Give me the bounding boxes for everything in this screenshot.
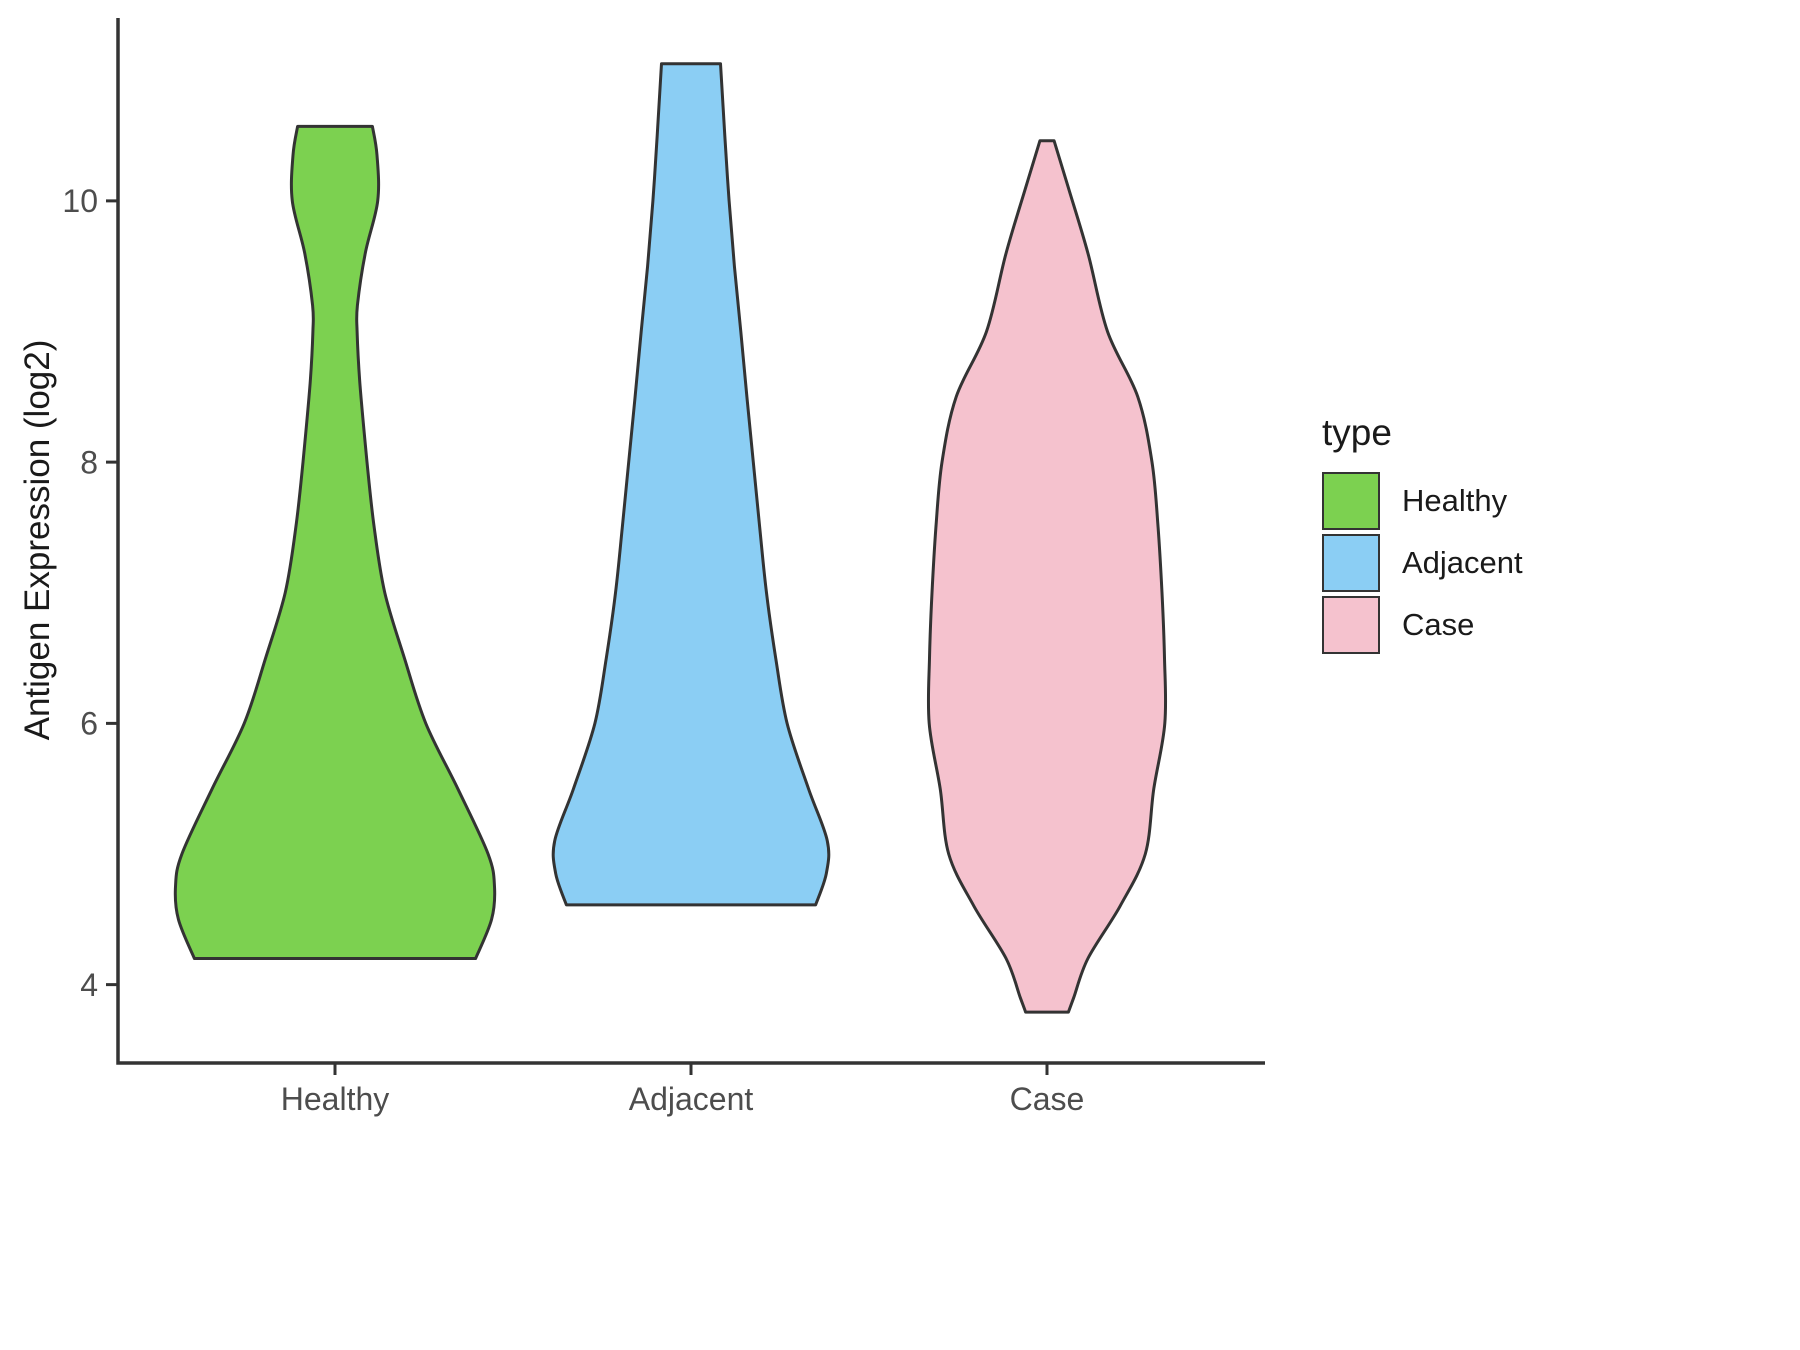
y-tick-label: 8 [80, 444, 98, 480]
legend-item-case: Case [1322, 596, 1523, 654]
legend-swatch-healthy [1322, 472, 1380, 530]
legend-swatch-adjacent [1322, 534, 1380, 592]
axis-lines [116, 18, 1265, 1065]
legend-items: Healthy Adjacent Case [1322, 472, 1523, 654]
y-tick-label: 6 [80, 706, 98, 742]
legend-item-adjacent: Adjacent [1322, 534, 1523, 592]
legend-title: type [1322, 412, 1392, 453]
x-tick-label: Case [1010, 1081, 1085, 1117]
legend-label: Adjacent [1402, 545, 1523, 580]
violin-healthy [173, 124, 497, 960]
x-tick-label: Adjacent [629, 1081, 754, 1117]
violin-case [926, 139, 1168, 1014]
y-tick-label: 10 [62, 183, 98, 219]
violin-adjacent [551, 62, 831, 907]
legend: type Healthy Adjacent Case [1322, 412, 1523, 658]
legend-label: Case [1402, 607, 1475, 642]
x-tick-label: Healthy [281, 1081, 390, 1117]
y-tick-label: 4 [80, 967, 98, 1003]
legend-label: Healthy [1402, 483, 1508, 518]
legend-item-healthy: Healthy [1322, 472, 1523, 530]
legend-swatch-case [1322, 596, 1380, 654]
